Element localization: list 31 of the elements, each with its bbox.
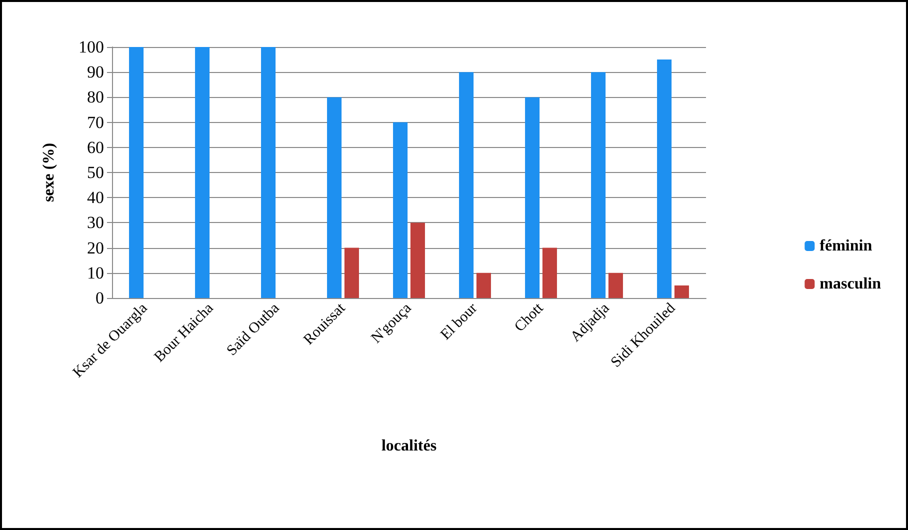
y-tick-label: 10 — [87, 263, 104, 282]
y-tick-label: 50 — [87, 163, 104, 182]
bar — [591, 72, 606, 298]
bar — [195, 47, 210, 298]
y-tick-label: 100 — [78, 38, 104, 56]
bar — [608, 272, 623, 298]
y-tick-label: 60 — [87, 138, 104, 157]
y-tick-label: 70 — [87, 112, 104, 132]
bar — [129, 47, 144, 298]
y-tick-label: 30 — [87, 213, 104, 232]
bar — [476, 272, 491, 298]
bar — [542, 248, 557, 298]
legend-label: féminin — [820, 238, 872, 254]
legend-label: masculin — [820, 276, 882, 292]
bar — [393, 122, 408, 298]
bar — [657, 60, 672, 298]
y-tick-label: 40 — [87, 188, 104, 208]
x-axis-title: localités — [381, 438, 437, 454]
bar — [459, 72, 474, 298]
y-tick-label: 20 — [87, 238, 104, 258]
bar — [344, 248, 359, 298]
bar — [525, 97, 540, 298]
bar — [261, 47, 276, 298]
bar — [410, 222, 425, 298]
y-tick-label: 80 — [87, 88, 104, 107]
bar — [674, 285, 689, 298]
y-axis-title: sexe (%) — [40, 142, 58, 202]
x-tick-label: El bour — [438, 300, 481, 344]
y-tick-label: 0 — [96, 288, 104, 308]
bar — [327, 97, 342, 298]
y-tick-label: 90 — [87, 62, 104, 82]
